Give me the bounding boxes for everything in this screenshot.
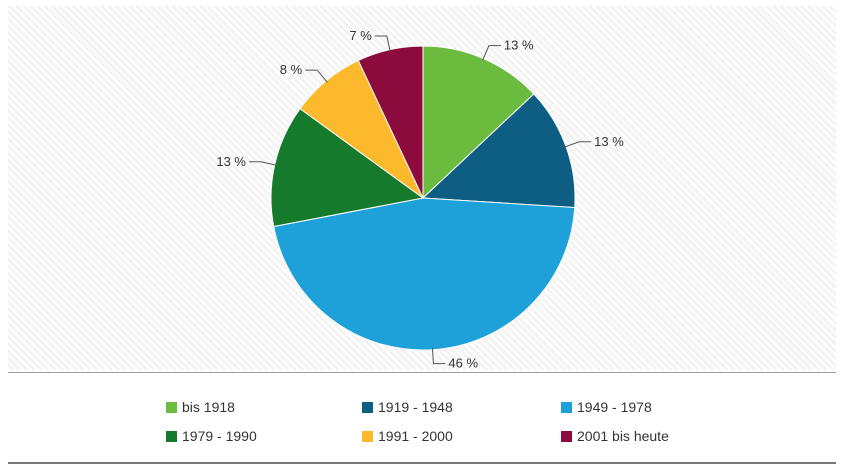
legend-label: 1949 - 1978 <box>577 399 652 415</box>
legend-label: 1919 - 1948 <box>378 399 453 415</box>
legend-item: 1979 - 1990 <box>166 428 257 444</box>
legend-item: bis 1918 <box>166 399 235 415</box>
legend-swatch <box>362 430 373 442</box>
legend-label: 1991 - 2000 <box>378 428 453 444</box>
legend-label: 1979 - 1990 <box>182 428 257 444</box>
leader-line <box>563 141 592 148</box>
legend-swatch <box>362 401 373 413</box>
pie-chart: 13 % 13 % 46 % 13 % 8 % 7 % <box>216 28 624 370</box>
legend-divider-top <box>8 372 836 373</box>
legend-swatch <box>561 401 572 413</box>
legend-divider-bottom <box>8 462 836 464</box>
leader-line <box>482 45 501 61</box>
legend-item: 2001 bis heute <box>561 428 669 444</box>
legend-item: 1919 - 1948 <box>362 399 453 415</box>
data-label: 13 % <box>504 38 534 53</box>
leader-line <box>374 35 391 52</box>
leader-line <box>431 347 446 365</box>
slice-1949-1978 <box>273 197 576 351</box>
data-label: 7 % <box>349 28 372 43</box>
legend-label: bis 1918 <box>182 399 235 415</box>
legend-swatch <box>166 401 177 413</box>
legend: bis 1918 1919 - 1948 1949 - 1978 1979 - … <box>0 392 850 452</box>
legend-swatch <box>561 430 572 442</box>
legend-item: 1949 - 1978 <box>561 399 652 415</box>
data-label: 8 % <box>280 62 303 77</box>
data-label: 13 % <box>594 134 624 149</box>
leader-line <box>248 161 277 166</box>
legend-swatch <box>166 430 177 442</box>
legend-item: 1991 - 2000 <box>362 428 453 444</box>
leader-line <box>305 69 328 83</box>
legend-label: 2001 bis heute <box>577 428 669 444</box>
data-label: 13 % <box>216 154 246 169</box>
data-label: 46 % <box>448 356 478 370</box>
